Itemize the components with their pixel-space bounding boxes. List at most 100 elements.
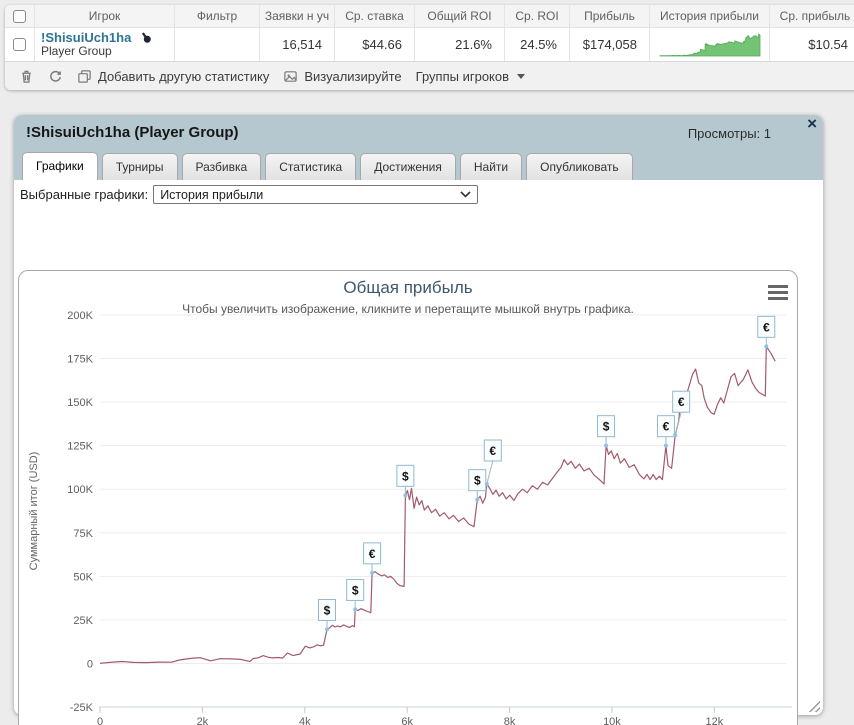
chart-subtitle: Чтобы увеличить изображение, кликните и … (182, 302, 634, 316)
player-group-panel: !ShisuiUch1ha (Player Group) Просмотры: … (14, 114, 823, 725)
column-header-5[interactable]: Ср. ROI (505, 5, 570, 27)
win-flag-4[interactable] (468, 469, 487, 492)
x-tick-label: 12k (705, 716, 723, 725)
tab-найти[interactable]: Найти (459, 153, 523, 180)
image-icon (283, 69, 298, 84)
y-tick-label: 125K (67, 441, 93, 453)
win-point (764, 344, 769, 349)
tab-достижения[interactable]: Достижения (360, 153, 456, 180)
panel-body: Выбранные графики: История прибыли -25K 0… (14, 180, 823, 725)
chart-title: Общая прибыль (343, 278, 473, 297)
win-point (353, 607, 358, 612)
tab-графики[interactable]: Графики (22, 152, 98, 180)
win-flag-1[interactable] (346, 578, 365, 601)
win-flag-symbol: € (663, 420, 670, 434)
cell-games: 16,514 (260, 28, 335, 61)
y-tick-label: 50K (73, 571, 93, 583)
win-point (673, 433, 678, 438)
player-name-link[interactable]: !ShisuiUch1ha (41, 30, 132, 45)
y-tick-label: 25K (73, 615, 93, 627)
win-flag-symbol: $ (474, 474, 481, 488)
y-tick-label: 200K (67, 310, 93, 322)
win-flag-7[interactable] (656, 415, 675, 438)
cell-av-roi: 24.5% (505, 28, 570, 61)
column-header-4[interactable]: Общий ROI (415, 5, 505, 27)
win-point (475, 497, 480, 502)
x-tick-label: 0 (97, 716, 103, 725)
graph-select[interactable]: История прибыли (153, 185, 479, 204)
row-checkbox[interactable] (13, 38, 26, 51)
graph-select-value: История прибыли (160, 187, 264, 202)
sparkline-area (659, 32, 760, 56)
x-tick-label: 2k (197, 716, 209, 725)
tab-турниры[interactable]: Турниры (101, 153, 178, 180)
column-header-6[interactable]: Прибыль (570, 5, 650, 27)
y-tick-label: 150K (67, 397, 93, 409)
trash-icon[interactable] (19, 69, 34, 84)
profit-chart[interactable]: -25K 0 25K 50K 75K 100K 125K 150K 175K 200K 0 2k 4k 6… (18, 270, 798, 725)
win-flag-symbol: $ (402, 469, 409, 483)
win-point (403, 493, 408, 498)
cell-av-profit: $10.54 (808, 37, 848, 52)
tab-статистика[interactable]: Статистика (265, 153, 357, 180)
win-flag-2[interactable] (363, 542, 382, 565)
cell-av-stake: $44.66 (335, 28, 415, 61)
table-row: !ShisuiUch1ha Player Group 16,514 $44.66… (5, 28, 854, 61)
column-header-1[interactable]: Фильтр (175, 5, 260, 27)
win-flag-symbol: € (489, 444, 496, 458)
x-tick-label: 6k (401, 716, 413, 725)
win-point (324, 627, 329, 632)
resize-handle[interactable] (807, 699, 820, 712)
flag-connector (486, 460, 494, 485)
win-flag-symbol: € (763, 320, 770, 334)
y-axis-title: Суммарный итог (USD) (28, 452, 40, 571)
select-all-checkbox[interactable] (13, 9, 26, 23)
table-toolbar: Добавить другую статистику Визуализируйт… (5, 61, 854, 90)
win-flag-symbol: $ (352, 583, 359, 597)
player-stats-table: Игрок Фильтр Заявки н уч Ср. ставка Общий RO… (5, 5, 854, 90)
win-flag-6[interactable] (597, 415, 616, 438)
row-checkbox-cell (5, 28, 35, 61)
refresh-icon[interactable] (48, 69, 63, 84)
hand-icon (139, 31, 153, 45)
y-tick-label: 0 (87, 658, 93, 670)
chart-menu-icon[interactable] (768, 285, 788, 303)
x-tick-label: 4k (299, 716, 311, 725)
y-tick-label: 175K (67, 354, 93, 366)
win-flag-symbol: $ (324, 603, 331, 617)
header-checkbox-cell (5, 5, 35, 27)
win-point (484, 481, 489, 486)
chevron-down-icon (460, 191, 471, 198)
visualize-button[interactable]: Визуализируйте (283, 68, 402, 84)
profit-history-sparkline[interactable] (650, 28, 770, 61)
tab-bar: Графики Турниры Разбивка Статистика Достижен… (22, 152, 633, 180)
win-flag-0[interactable] (317, 598, 336, 621)
column-header-7[interactable]: История прибыли (650, 5, 770, 27)
player-groups-dropdown[interactable]: Группы игроков (415, 68, 526, 84)
win-flag-symbol: € (369, 547, 376, 561)
win-point (370, 570, 375, 575)
visualize-label: Визуализируйте (304, 68, 402, 84)
sparkline-svg (659, 32, 760, 56)
add-statistic-label: Добавить другую статистику (98, 68, 270, 84)
column-header-3[interactable]: Ср. ставка (335, 5, 415, 27)
column-header-2[interactable]: Заявки н уч (260, 5, 335, 27)
table-header-row: Игрок Фильтр Заявки н уч Ср. ставка Общий RO… (5, 5, 854, 28)
close-icon[interactable]: × (807, 114, 817, 133)
win-flag-8[interactable] (672, 390, 691, 413)
player-cell: !ShisuiUch1ha Player Group (35, 28, 175, 61)
win-flag-3[interactable] (396, 464, 415, 487)
player-groups-label: Группы игроков (415, 68, 510, 84)
win-point (663, 443, 668, 448)
tab-опубликовать[interactable]: Опубликовать (526, 153, 633, 180)
tab-разбивка[interactable]: Разбивка (181, 153, 262, 180)
win-flag-5[interactable] (483, 439, 502, 462)
column-header-0[interactable]: Игрок (35, 5, 175, 27)
player-type-label: Player Group (41, 44, 112, 58)
win-flag-9[interactable] (757, 315, 776, 338)
column-header-8[interactable]: Ср. прибыль (779, 9, 851, 23)
add-statistic-button[interactable]: Добавить другую статистику (77, 69, 269, 84)
win-point (604, 443, 609, 448)
win-flag-symbol: $ (603, 420, 610, 434)
